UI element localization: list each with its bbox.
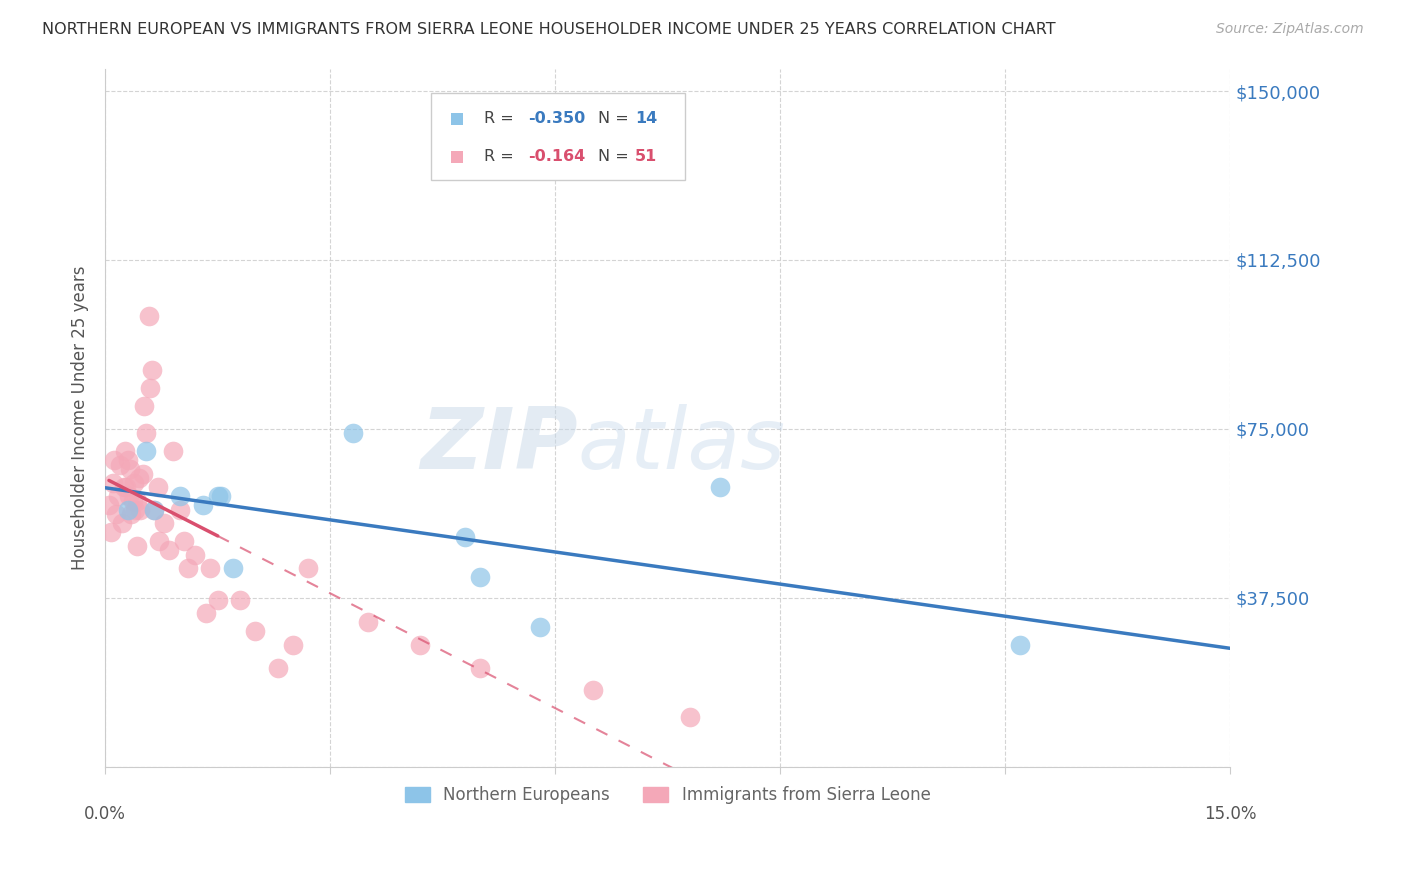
Point	[191, 499, 214, 513]
Point	[409, 638, 432, 652]
Point	[127, 494, 149, 508]
Text: R =: R =	[485, 149, 519, 164]
Text: Source: ZipAtlas.com: Source: ZipAtlas.com	[1216, 22, 1364, 37]
Point	[122, 475, 145, 490]
Point	[454, 530, 477, 544]
Point	[135, 444, 157, 458]
Point	[195, 607, 218, 621]
Point	[211, 489, 233, 503]
Point	[118, 759, 141, 773]
FancyBboxPatch shape	[432, 93, 685, 180]
Point	[122, 494, 145, 508]
Point	[169, 503, 191, 517]
Point	[679, 710, 702, 724]
Point	[470, 570, 492, 584]
Point	[146, 480, 169, 494]
Text: N =: N =	[598, 149, 634, 164]
Point	[342, 426, 364, 441]
Point	[229, 593, 252, 607]
Point	[105, 508, 128, 522]
Point	[267, 660, 290, 674]
Text: 15.0%: 15.0%	[1204, 805, 1257, 823]
Point	[222, 561, 245, 575]
Point	[118, 759, 141, 773]
Point	[110, 458, 132, 472]
Point	[101, 475, 124, 490]
Point	[1010, 638, 1032, 652]
Text: -0.350: -0.350	[529, 112, 585, 127]
Point	[207, 593, 229, 607]
Y-axis label: Householder Income Under 25 years: Householder Income Under 25 years	[72, 265, 89, 570]
Point	[118, 462, 141, 476]
Text: 14: 14	[636, 112, 658, 127]
Legend: Northern Europeans, Immigrants from Sierra Leone: Northern Europeans, Immigrants from Sier…	[398, 780, 938, 811]
Point	[117, 503, 139, 517]
Text: R =: R =	[485, 112, 519, 127]
Point	[200, 561, 222, 575]
Point	[281, 638, 304, 652]
Point	[138, 310, 160, 324]
Point	[245, 624, 267, 639]
Point	[709, 480, 731, 494]
Text: atlas: atlas	[578, 404, 786, 487]
Point	[184, 548, 207, 562]
Text: -0.164: -0.164	[529, 149, 585, 164]
Text: 0.0%: 0.0%	[84, 805, 127, 823]
Point	[132, 467, 155, 481]
Point	[97, 499, 120, 513]
Point	[139, 381, 162, 395]
Point	[125, 539, 148, 553]
Point	[121, 508, 143, 522]
Text: 51: 51	[636, 149, 658, 164]
Point	[128, 471, 150, 485]
Point	[582, 683, 605, 698]
Point	[357, 615, 380, 630]
Point	[152, 516, 174, 531]
Point	[529, 620, 551, 634]
Point	[141, 363, 163, 377]
Point	[114, 444, 136, 458]
Text: N =: N =	[598, 112, 634, 127]
Point	[117, 453, 139, 467]
Point	[103, 453, 125, 467]
Point	[207, 489, 229, 503]
Point	[107, 489, 129, 503]
Point	[124, 503, 146, 517]
Point	[100, 525, 122, 540]
Point	[143, 503, 166, 517]
Point	[470, 660, 492, 674]
Point	[148, 534, 170, 549]
Point	[169, 489, 191, 503]
Point	[157, 543, 180, 558]
Point	[297, 561, 319, 575]
Text: ZIP: ZIP	[420, 404, 578, 487]
Point	[134, 399, 156, 413]
Point	[112, 480, 135, 494]
Point	[177, 561, 200, 575]
Point	[111, 516, 134, 531]
Text: NORTHERN EUROPEAN VS IMMIGRANTS FROM SIERRA LEONE HOUSEHOLDER INCOME UNDER 25 YE: NORTHERN EUROPEAN VS IMMIGRANTS FROM SIE…	[42, 22, 1056, 37]
Point	[143, 503, 166, 517]
Point	[129, 503, 152, 517]
Point	[173, 534, 195, 549]
Point	[135, 426, 157, 441]
Point	[115, 480, 138, 494]
Point	[118, 489, 141, 503]
Point	[162, 444, 184, 458]
